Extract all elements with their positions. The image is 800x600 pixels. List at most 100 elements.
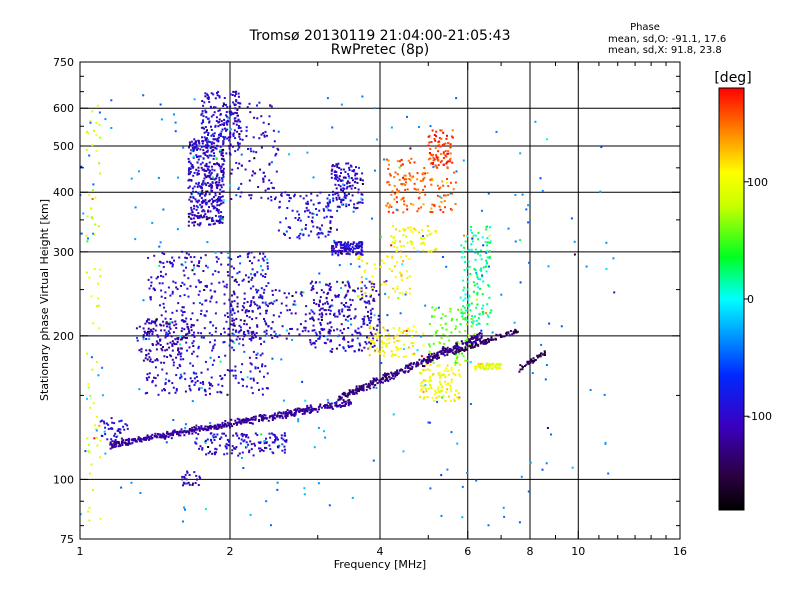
data-point [201, 126, 204, 129]
data-point [347, 173, 350, 176]
data-point [208, 387, 211, 390]
data-point [388, 268, 391, 270]
data-point [354, 177, 357, 180]
data-point [256, 352, 259, 355]
data-point [343, 296, 346, 299]
data-point [179, 295, 182, 298]
data-point [464, 339, 467, 342]
data-point [187, 215, 190, 218]
data-point [167, 330, 170, 333]
data-point [356, 207, 359, 209]
data-point [371, 280, 373, 283]
data-point [317, 337, 320, 340]
data-point [209, 177, 212, 180]
data-point [222, 143, 225, 146]
data-point [147, 318, 149, 321]
data-point [165, 435, 168, 438]
data-point [473, 345, 476, 348]
data-point [248, 326, 251, 329]
data-point [274, 417, 277, 420]
data-point [216, 145, 219, 148]
data-point [232, 434, 235, 437]
data-point [177, 353, 179, 356]
data-point [326, 322, 329, 325]
data-point [500, 334, 503, 337]
data-point [206, 97, 209, 100]
data-point [481, 236, 484, 239]
data-point [225, 447, 228, 450]
data-point [245, 129, 248, 132]
data-point [420, 355, 423, 358]
data-point [180, 431, 183, 434]
data-point [197, 265, 200, 268]
data-point [347, 180, 349, 183]
data-point [140, 438, 143, 441]
data-point [354, 207, 357, 210]
data-point [481, 362, 484, 365]
data-point [429, 360, 432, 363]
data-point [99, 268, 102, 271]
data-point [281, 449, 284, 452]
data-point [252, 415, 255, 418]
data-point [197, 345, 200, 348]
data-point [352, 170, 355, 173]
data-point [210, 134, 213, 137]
data-point [265, 303, 268, 306]
data-point [206, 149, 209, 152]
data-point [253, 256, 256, 259]
data-point [285, 217, 287, 220]
data-point [385, 204, 388, 207]
data-point [546, 138, 548, 141]
data-point [156, 334, 159, 337]
data-point [274, 196, 277, 199]
data-point [205, 453, 208, 456]
data-point [349, 298, 352, 301]
data-point [437, 150, 440, 153]
data-point [286, 415, 289, 418]
data-point [171, 343, 174, 346]
data-point [396, 188, 398, 191]
data-point [326, 405, 329, 408]
data-point [238, 437, 240, 440]
data-point [540, 343, 543, 346]
data-point [371, 383, 374, 386]
data-point [454, 393, 456, 396]
data-point [353, 317, 356, 320]
data-point [223, 453, 226, 456]
data-point [386, 338, 389, 341]
data-point [402, 331, 404, 334]
data-point [163, 306, 166, 309]
data-point [369, 384, 372, 387]
data-point [217, 211, 220, 214]
data-point [485, 228, 488, 231]
data-point [351, 249, 354, 252]
data-point [196, 478, 198, 481]
data-point [350, 323, 353, 326]
data-point [330, 340, 333, 343]
data-point [184, 508, 186, 511]
data-point [430, 141, 433, 143]
data-point [514, 240, 517, 243]
data-point [335, 192, 338, 195]
data-point [211, 181, 214, 184]
data-point [335, 178, 338, 181]
data-point [242, 278, 245, 281]
data-point [446, 468, 449, 471]
data-point [164, 336, 167, 339]
data-point [210, 186, 213, 189]
data-point [351, 169, 354, 172]
data-point [409, 147, 412, 150]
data-point [453, 398, 456, 401]
data-point [369, 309, 372, 312]
data-point [452, 188, 455, 191]
data-point [222, 141, 225, 144]
data-point [469, 339, 471, 342]
data-point [329, 309, 332, 312]
data-point [219, 360, 222, 363]
data-point [229, 422, 231, 425]
data-point [103, 422, 106, 425]
data-point [201, 110, 204, 113]
data-point [102, 420, 105, 423]
data-point [336, 228, 338, 231]
data-point [150, 281, 153, 284]
